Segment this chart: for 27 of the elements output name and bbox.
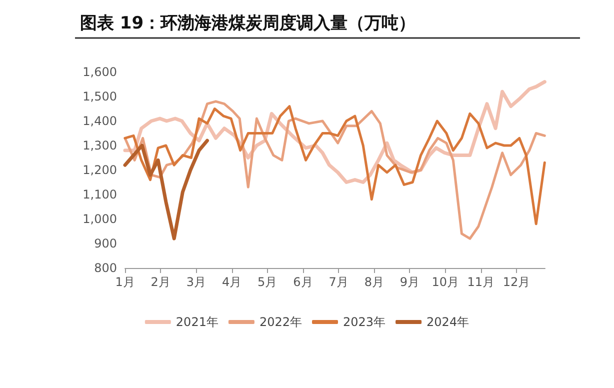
y-tick-label: 1,400 [82, 114, 117, 128]
y-tick-label: 1,600 [82, 65, 117, 79]
legend-label: 2024年 [426, 315, 470, 329]
x-tick-label: 7月 [328, 275, 348, 289]
x-tick-label: 1月 [115, 275, 135, 289]
x-tick-label: 2月 [150, 275, 170, 289]
x-tick-label: 4月 [222, 275, 242, 289]
y-tick-label: 1,500 [82, 90, 117, 104]
y-tick-label: 900 [94, 236, 117, 250]
y-tick-label: 1,100 [82, 188, 117, 202]
y-tick-label: 1,000 [82, 212, 117, 226]
x-tick-label: 3月 [186, 275, 206, 289]
y-tick-label: 800 [94, 261, 117, 275]
chart-title: 图表 19：环渤海港煤炭周度调入量（万吨） [80, 14, 416, 34]
y-tick-label: 1,200 [82, 163, 117, 177]
legend-label: 2021年 [176, 315, 218, 329]
x-tick-label: 8月 [364, 275, 384, 289]
x-tick-label: 5月 [258, 275, 278, 289]
legend-label: 2023年 [343, 315, 386, 329]
x-tick-label: 6月 [293, 275, 313, 289]
x-tick-label: 11月 [467, 275, 495, 289]
line-series [123, 138, 209, 240]
legend-label: 2022年 [259, 315, 302, 329]
x-tick-label: 10月 [432, 275, 459, 289]
x-tick-label: 9月 [400, 275, 420, 289]
x-tick-label: 12月 [502, 275, 530, 289]
y-tick-label: 1,300 [82, 138, 117, 152]
